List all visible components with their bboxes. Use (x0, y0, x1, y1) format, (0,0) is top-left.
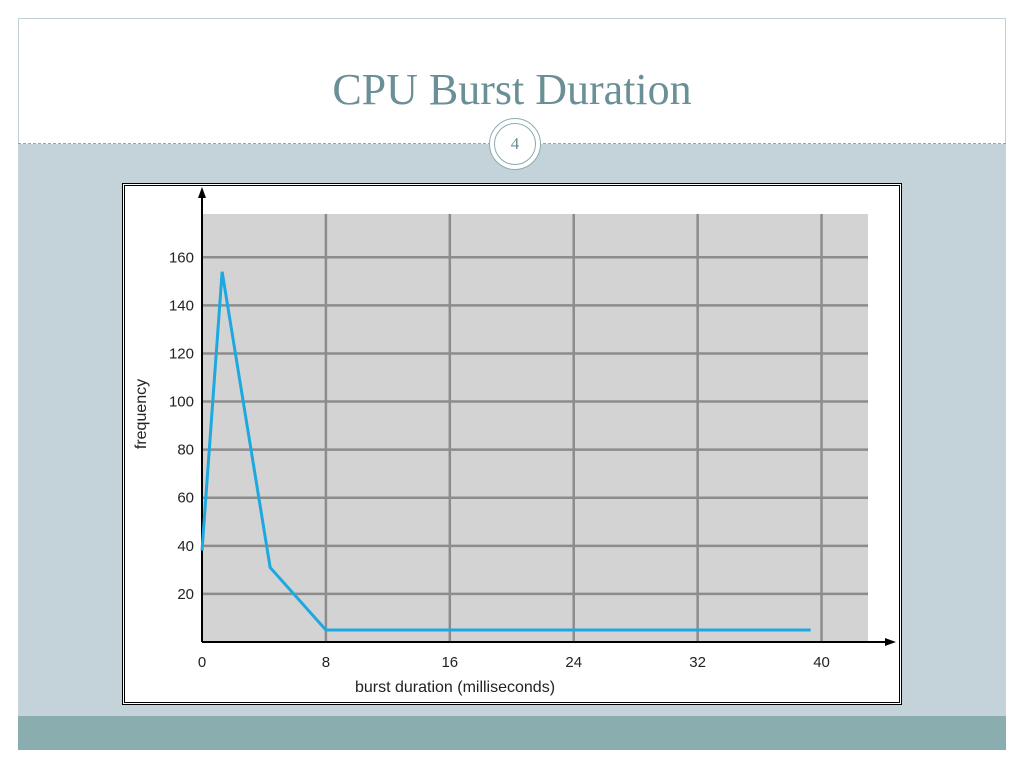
y-axis-arrow (198, 187, 206, 198)
slide-header: CPU Burst Duration (18, 18, 1006, 143)
plot-area (202, 214, 868, 642)
y-axis-title: frequency (133, 379, 150, 449)
y-tick-label: 40 (177, 538, 194, 555)
x-tick-label: 16 (441, 654, 458, 671)
x-axis-title: burst duration (milliseconds) (355, 679, 555, 696)
frequency-series-line (200, 271, 811, 632)
y-tick-label: 60 (177, 490, 194, 507)
slide-number: 4 (494, 123, 536, 165)
x-axis-arrow (885, 638, 896, 646)
y-tick-label: 20 (177, 586, 194, 603)
y-tick-label: 140 (169, 297, 194, 314)
footer-bar (18, 716, 1006, 750)
y-tick-label: 160 (169, 249, 194, 266)
burst-duration-chart: 20 40 60 80 100 120 140 160 0 8 16 24 32 40 burst dura… (133, 187, 896, 696)
y-tick-label: 100 (169, 394, 194, 411)
x-tick-label: 0 (198, 654, 206, 671)
x-tick-label: 40 (813, 654, 830, 671)
x-tick-label: 24 (565, 654, 582, 671)
slide-title: CPU Burst Duration (332, 65, 692, 114)
slide-number-badge: 4 (489, 118, 541, 170)
chart-figure: 20 40 60 80 100 120 140 160 0 8 16 24 32 40 burst dura… (122, 183, 902, 705)
x-tick-label: 8 (322, 654, 330, 671)
y-tick-label: 120 (169, 345, 194, 362)
x-tick-label: 32 (689, 654, 706, 671)
y-tick-label: 80 (177, 442, 194, 459)
